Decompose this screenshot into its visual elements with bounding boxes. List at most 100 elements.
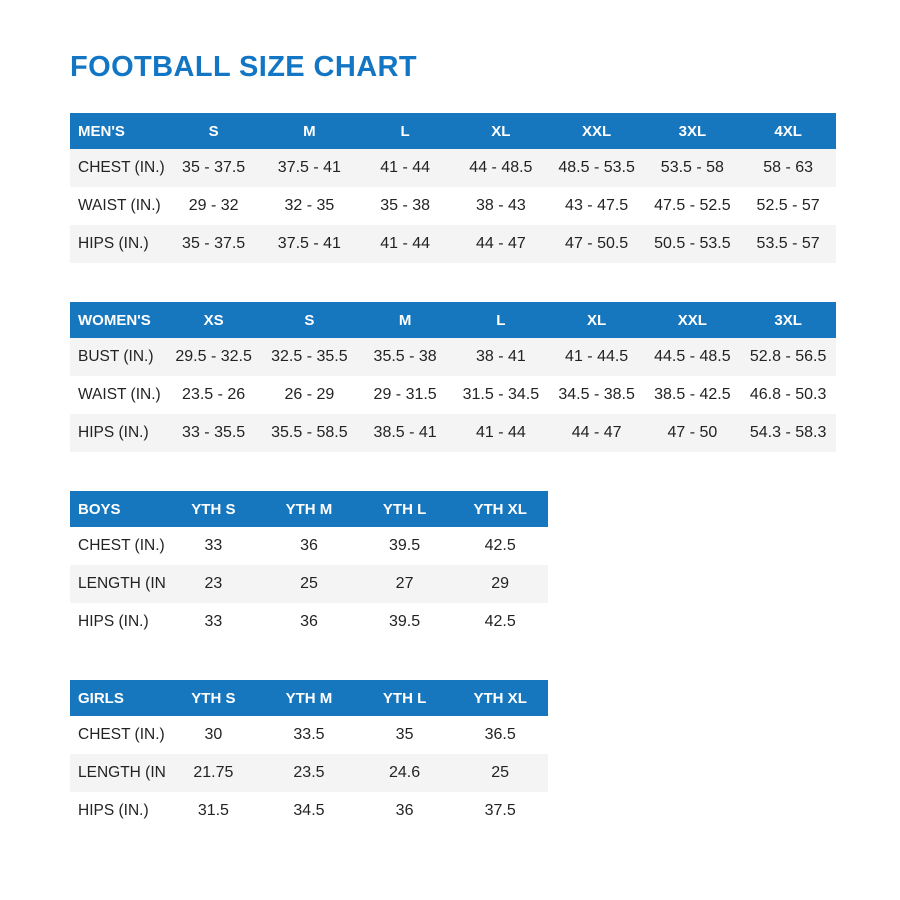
- value-cell: 41 - 44: [453, 414, 549, 452]
- row-label-cell: WAIST (IN.): [70, 187, 166, 225]
- column-header-cell: YTH S: [165, 680, 262, 716]
- value-cell: 31.5: [165, 792, 262, 830]
- size-table-header: GIRLS YTH S YTH M YTH L YTH XL: [70, 680, 548, 716]
- column-header-cell: YTH M: [261, 680, 357, 716]
- value-cell: 35.5 - 58.5: [261, 414, 358, 452]
- value-cell: 33: [165, 603, 262, 641]
- value-cell: 33: [165, 527, 262, 565]
- value-cell: 47.5 - 52.5: [644, 187, 741, 225]
- value-cell: 41 - 44: [357, 225, 453, 263]
- size-table-body: CHEST (IN.) 30 33.5 35 36.5 LENGTH (IN.) 21.75…: [70, 716, 548, 830]
- row-label-cell: LENGTH (IN.): [70, 565, 166, 603]
- value-cell: 36: [356, 792, 453, 830]
- value-cell: 23.5: [261, 754, 357, 792]
- value-cell: 46.8 - 50.3: [740, 376, 836, 414]
- value-cell: 36.5: [452, 716, 548, 754]
- value-cell: 35: [356, 716, 453, 754]
- value-cell: 42.5: [452, 603, 548, 641]
- value-cell: 50.5 - 53.5: [644, 225, 741, 263]
- size-table-womens: WOMEN'S XS S M L XL XXL 3XL BUST (IN.) 29.5 - 3…: [70, 302, 836, 452]
- value-cell: 39.5: [356, 603, 453, 641]
- row-label-cell: HIPS (IN.): [70, 792, 166, 830]
- table-group-label: BOYS: [70, 491, 166, 527]
- value-cell: 34.5 - 38.5: [548, 376, 645, 414]
- column-header-cell: XXL: [548, 113, 645, 149]
- value-cell: 32 - 35: [261, 187, 358, 225]
- size-table-header: WOMEN'S XS S M L XL XXL 3XL: [70, 302, 836, 338]
- column-header-cell: YTH L: [356, 491, 453, 527]
- page-title: FOOTBALL SIZE CHART: [70, 51, 417, 83]
- column-header-cell: S: [261, 302, 358, 338]
- column-header-cell: XL: [453, 113, 549, 149]
- value-cell: 42.5: [452, 527, 548, 565]
- value-cell: 44 - 47: [548, 414, 645, 452]
- value-cell: 30: [165, 716, 262, 754]
- column-header-cell: L: [453, 302, 549, 338]
- column-header-cell: YTH XL: [452, 680, 548, 716]
- value-cell: 25: [452, 754, 548, 792]
- value-cell: 35.5 - 38: [357, 338, 453, 376]
- row-label-cell: LENGTH (IN.): [70, 754, 166, 792]
- size-chart-page: FOOTBALL SIZE CHART MEN'S S M L XL XXL 3XL 4XL…: [70, 51, 900, 830]
- value-cell: 29: [452, 565, 548, 603]
- value-cell: 44 - 48.5: [453, 149, 549, 187]
- column-header-cell: XXL: [644, 302, 741, 338]
- table-row: HIPS (IN.) 33 - 35.5 35.5 - 58.5 38.5 - 41 4…: [70, 414, 836, 452]
- value-cell: 44.5 - 48.5: [644, 338, 741, 376]
- value-cell: 53.5 - 57: [740, 225, 836, 263]
- value-cell: 41 - 44.5: [548, 338, 645, 376]
- value-cell: 35 - 37.5: [165, 149, 262, 187]
- header-row: MEN'S S M L XL XXL 3XL 4XL: [70, 113, 836, 149]
- size-table-boys: BOYS YTH S YTH M YTH L YTH XL CHEST (IN.) 33…: [70, 491, 548, 641]
- table-row: HIPS (IN.) 31.5 34.5 36 37.5: [70, 792, 548, 830]
- value-cell: 21.75: [165, 754, 262, 792]
- table-row: CHEST (IN.) 35 - 37.5 37.5 - 41 41 - 44 44 -…: [70, 149, 836, 187]
- size-table-girls: GIRLS YTH S YTH M YTH L YTH XL CHEST (IN.) 3…: [70, 680, 548, 830]
- header-row: WOMEN'S XS S M L XL XXL 3XL: [70, 302, 836, 338]
- value-cell: 35 - 38: [357, 187, 453, 225]
- column-header-cell: 3XL: [644, 113, 741, 149]
- size-table-body: CHEST (IN.) 35 - 37.5 37.5 - 41 41 - 44 44 -…: [70, 149, 836, 263]
- value-cell: 33 - 35.5: [165, 414, 262, 452]
- value-cell: 36: [261, 603, 357, 641]
- column-header-cell: L: [357, 113, 453, 149]
- value-cell: 27: [356, 565, 453, 603]
- row-label-cell: CHEST (IN.): [70, 149, 166, 187]
- row-label-cell: HIPS (IN.): [70, 225, 166, 263]
- table-row: CHEST (IN.) 33 36 39.5 42.5: [70, 527, 548, 565]
- table-row: HIPS (IN.) 33 36 39.5 42.5: [70, 603, 548, 641]
- column-header-cell: XS: [165, 302, 262, 338]
- table-group-label: WOMEN'S: [70, 302, 166, 338]
- table-row: CHEST (IN.) 30 33.5 35 36.5: [70, 716, 548, 754]
- value-cell: 52.5 - 57: [740, 187, 836, 225]
- value-cell: 37.5 - 41: [261, 149, 358, 187]
- table-row: LENGTH (IN.) 21.75 23.5 24.6 25: [70, 754, 548, 792]
- value-cell: 29 - 31.5: [357, 376, 453, 414]
- value-cell: 44 - 47: [453, 225, 549, 263]
- column-header-cell: YTH L: [356, 680, 453, 716]
- column-header-cell: YTH M: [261, 491, 357, 527]
- value-cell: 39.5: [356, 527, 453, 565]
- header-row: GIRLS YTH S YTH M YTH L YTH XL: [70, 680, 548, 716]
- row-label-cell: WAIST (IN.): [70, 376, 166, 414]
- value-cell: 41 - 44: [357, 149, 453, 187]
- size-table-header: MEN'S S M L XL XXL 3XL 4XL: [70, 113, 836, 149]
- value-cell: 24.6: [356, 754, 453, 792]
- table-group-label: GIRLS: [70, 680, 166, 716]
- table-row: WAIST (IN.) 23.5 - 26 26 - 29 29 - 31.5 31.5…: [70, 376, 836, 414]
- size-table-body: CHEST (IN.) 33 36 39.5 42.5 LENGTH (IN.) 23 25 2…: [70, 527, 548, 641]
- header-row: BOYS YTH S YTH M YTH L YTH XL: [70, 491, 548, 527]
- value-cell: 29 - 32: [165, 187, 262, 225]
- value-cell: 35 - 37.5: [165, 225, 262, 263]
- column-header-cell: M: [261, 113, 358, 149]
- value-cell: 43 - 47.5: [548, 187, 645, 225]
- row-label-cell: CHEST (IN.): [70, 716, 166, 754]
- value-cell: 48.5 - 53.5: [548, 149, 645, 187]
- column-header-cell: YTH XL: [452, 491, 548, 527]
- column-header-cell: XL: [548, 302, 645, 338]
- value-cell: 47 - 50.5: [548, 225, 645, 263]
- value-cell: 38 - 41: [453, 338, 549, 376]
- column-header-cell: S: [165, 113, 262, 149]
- size-tables-container: MEN'S S M L XL XXL 3XL 4XL CHEST (IN.) 35 - 37.…: [70, 113, 900, 830]
- row-label-cell: CHEST (IN.): [70, 527, 166, 565]
